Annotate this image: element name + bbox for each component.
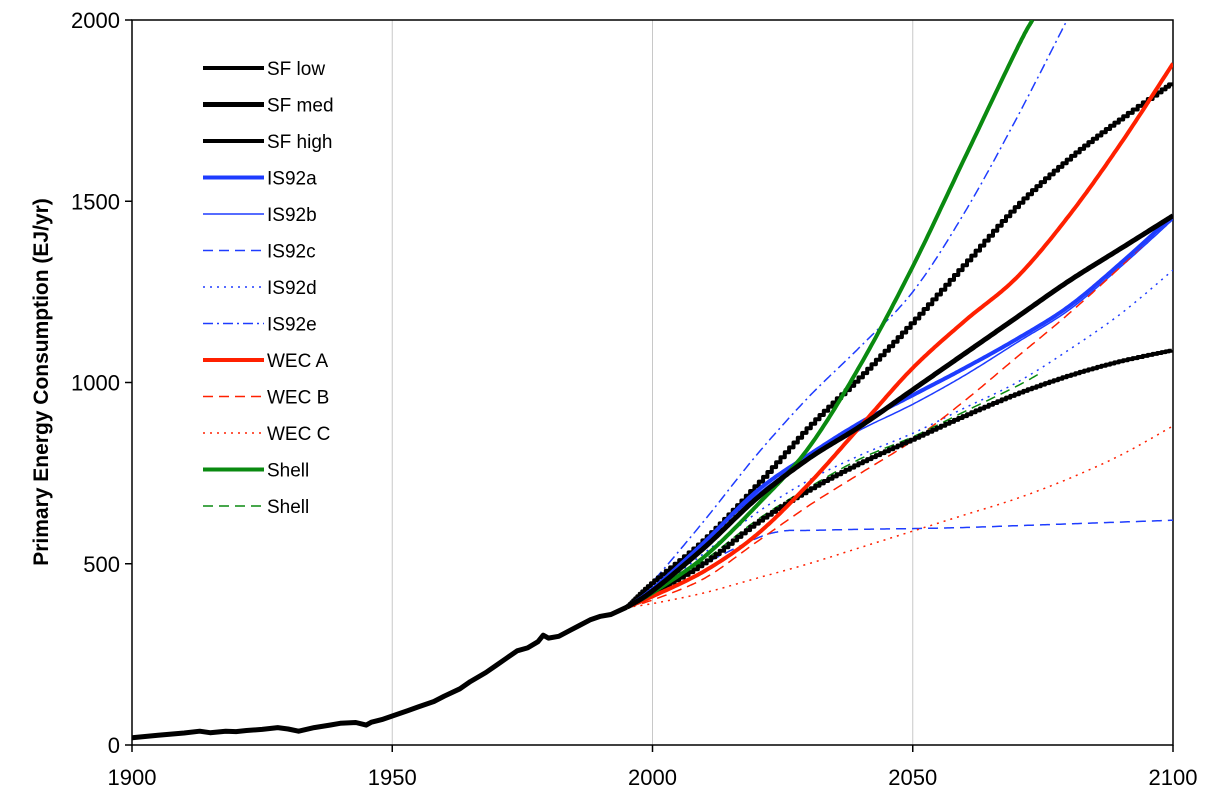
x-tick-label: 2100 — [1149, 765, 1198, 790]
y-axis-title: Primary Energy Consumption (EJ/yr) — [30, 198, 53, 566]
legend-label-is92a-3: IS92a — [267, 169, 317, 190]
y-tick-label: 1500 — [71, 189, 120, 214]
legend-label-is92d-6: IS92d — [267, 278, 317, 299]
legend-label-sf-low-0: SF low — [267, 59, 325, 80]
series-line-sf-high-2 — [625, 82, 1173, 610]
y-tick-label: 0 — [108, 733, 120, 758]
series-line-wec-c-10 — [626, 425, 1173, 609]
series-line-wec-a-8 — [625, 62, 1173, 610]
legend-label-is92b-4: IS92b — [267, 205, 317, 226]
legend: SF low SF med SF high IS92a IS92b IS92c IS92d I… — [203, 59, 334, 518]
legend-label-wec-c-10: WEC C — [267, 424, 330, 445]
y-tick-label: 2000 — [71, 8, 120, 33]
y-tick-label: 500 — [83, 552, 120, 577]
legend-label-shell-11: Shell — [267, 461, 309, 482]
legend-label-shell-12: Shell — [267, 497, 309, 518]
series-line-historical — [131, 605, 628, 741]
vertical-gridlines — [391, 20, 914, 745]
legend-label-is92e-7: IS92e — [267, 315, 317, 336]
series-layer — [624, 20, 1173, 610]
legend-label-sf-med-1: SF med — [267, 96, 334, 117]
axes: 1900 1950 2000 2050 2100 0 500 1000 1500 2000 — [71, 8, 1197, 790]
x-tick-label: 2000 — [628, 765, 677, 790]
legend-label-sf-high-2: SF high — [267, 132, 332, 153]
series-line-shell-11 — [625, 20, 1035, 609]
series-line-is92e-7 — [625, 20, 1068, 608]
legend-label-wec-a-8: WEC A — [267, 351, 329, 372]
legend-label-wec-b-9: WEC B — [267, 388, 329, 409]
history-layer — [131, 605, 628, 741]
series-line-wec-b-9 — [626, 215, 1173, 608]
x-tick-label: 1950 — [368, 765, 417, 790]
x-tick-label: 1900 — [108, 765, 157, 790]
y-tick-label: 1000 — [71, 371, 120, 396]
legend-label-is92c-5: IS92c — [267, 242, 316, 263]
series-line-shell-12 — [626, 370, 1044, 608]
series-line-is92d-6 — [626, 269, 1173, 608]
series-line-sf-med-1 — [624, 213, 1173, 610]
series-line-sf-low-0 — [625, 348, 1173, 610]
x-tick-label: 2050 — [888, 765, 937, 790]
